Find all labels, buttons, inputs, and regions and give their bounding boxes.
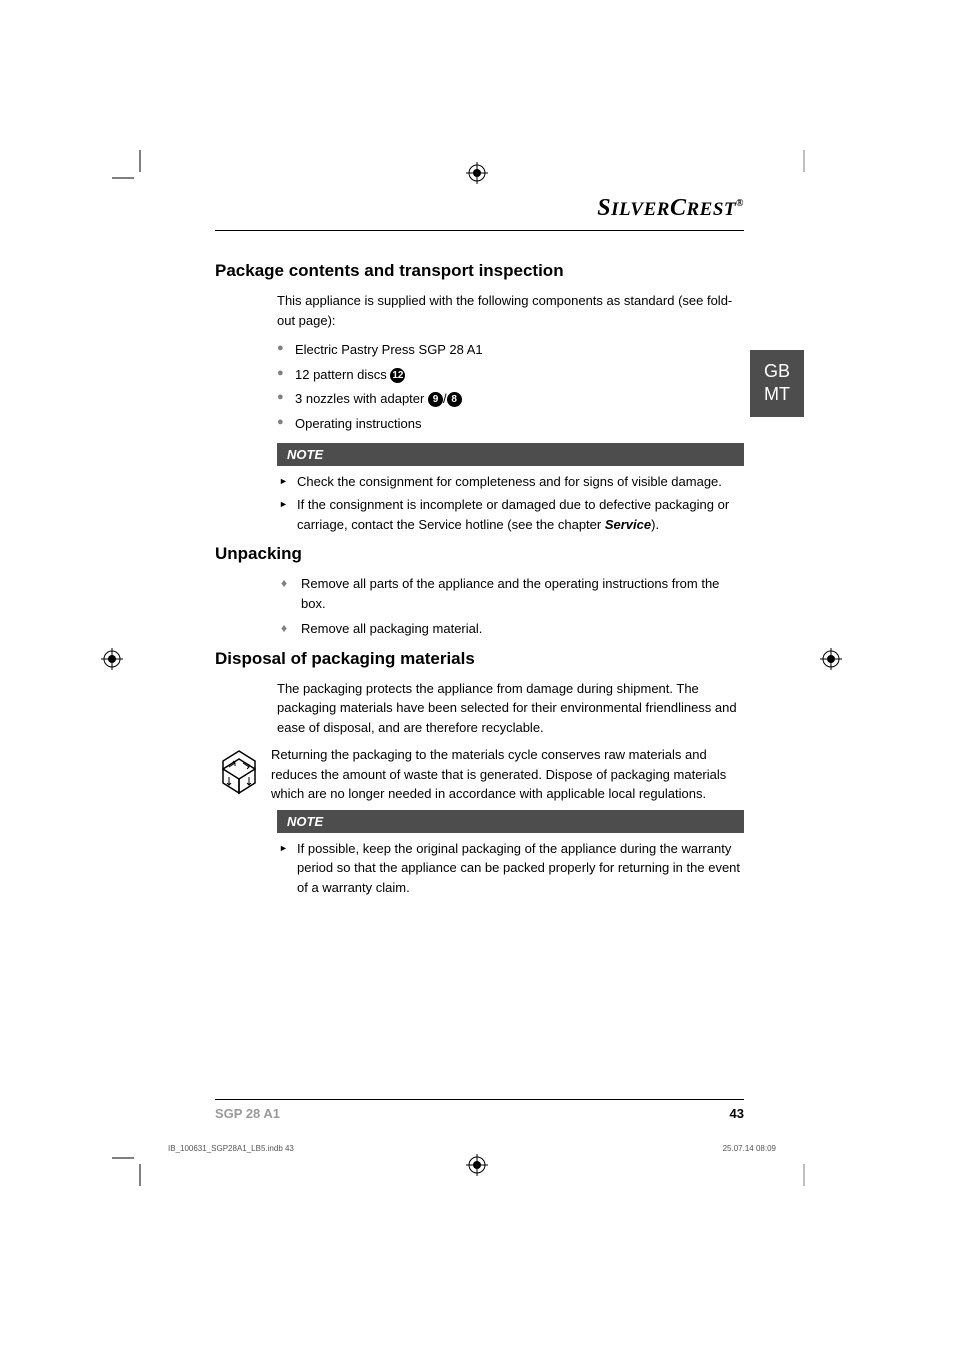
footer-model: SGP 28 A1 [215, 1106, 280, 1121]
note-box: NOTE If possible, keep the original pack… [277, 810, 744, 898]
registration-mark-icon [466, 162, 488, 184]
registration-mark-icon [820, 648, 842, 670]
crop-mark-tr [792, 150, 832, 200]
language-tab: GB MT [750, 350, 804, 417]
page-content: SILVERCREST® GB MT Package contents and … [215, 195, 744, 1121]
list-item: 12 pattern discs 12 [277, 363, 744, 388]
list-item: 3 nozzles with adapter 9/8 [277, 387, 744, 412]
package-contents-list: Electric Pastry Press SGP 28 A1 12 patte… [277, 338, 744, 437]
note-label: NOTE [277, 810, 744, 833]
note-label: NOTE [277, 443, 744, 466]
note-item: If possible, keep the original packaging… [277, 839, 744, 898]
part-ref-icon: 9 [428, 392, 443, 407]
registration-mark-icon [466, 1154, 488, 1176]
list-item: Operating instructions [277, 412, 744, 437]
list-item: Electric Pastry Press SGP 28 A1 [277, 338, 744, 363]
crop-mark-bl [112, 1141, 152, 1191]
lang-code: GB [764, 360, 790, 383]
note-item: Check the consignment for completeness a… [277, 472, 744, 492]
recycle-icon [215, 747, 263, 800]
brand-logo: SILVERCREST® [597, 195, 744, 221]
print-timestamp: 25.07.14 08:09 [723, 1144, 776, 1153]
print-file: IB_100631_SGP28A1_LB5.indb 43 [168, 1144, 294, 1153]
intro-text: This appliance is supplied with the foll… [277, 291, 744, 330]
crop-mark-tl [112, 150, 152, 200]
recycle-text: Returning the packaging to the materials… [271, 745, 744, 804]
section-heading-disposal: Disposal of packaging materials [215, 649, 744, 669]
page-footer: SGP 28 A1 43 [215, 1099, 744, 1121]
list-item: Remove all parts of the appliance and th… [277, 574, 744, 613]
brand-header: SILVERCREST® [215, 195, 744, 231]
registration-mark-icon [101, 648, 123, 670]
footer-page-number: 43 [730, 1106, 744, 1121]
recycle-row: Returning the packaging to the materials… [215, 745, 744, 804]
crop-mark-br [792, 1141, 832, 1191]
disposal-text: The packaging protects the appliance fro… [277, 679, 744, 738]
part-ref-icon: 8 [447, 392, 462, 407]
list-item: Remove all packaging material. [277, 619, 744, 639]
note-item: If the consignment is incomplete or dama… [277, 495, 744, 534]
lang-code: MT [764, 383, 790, 406]
section-heading-unpacking: Unpacking [215, 544, 744, 564]
note-box: NOTE Check the consignment for completen… [277, 443, 744, 535]
section-heading-package: Package contents and transport inspectio… [215, 261, 744, 281]
unpacking-list: Remove all parts of the appliance and th… [277, 574, 744, 639]
part-ref-icon: 12 [390, 368, 405, 383]
print-metadata: IB_100631_SGP28A1_LB5.indb 43 25.07.14 0… [168, 1144, 776, 1153]
